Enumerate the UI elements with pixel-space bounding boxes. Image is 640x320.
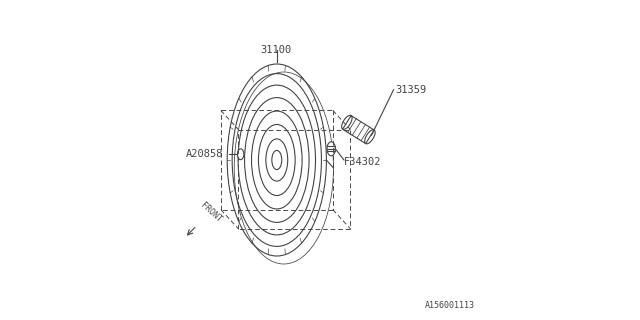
Text: F34302: F34302 bbox=[344, 157, 381, 167]
Ellipse shape bbox=[365, 130, 375, 144]
Polygon shape bbox=[342, 116, 374, 144]
Text: FRONT: FRONT bbox=[198, 201, 223, 224]
Ellipse shape bbox=[237, 149, 244, 160]
Ellipse shape bbox=[327, 142, 335, 156]
Text: A20858: A20858 bbox=[186, 149, 223, 159]
Ellipse shape bbox=[342, 115, 352, 130]
Text: 31359: 31359 bbox=[396, 84, 426, 95]
Ellipse shape bbox=[227, 64, 326, 256]
Text: 31100: 31100 bbox=[261, 44, 292, 55]
Text: A156001113: A156001113 bbox=[425, 301, 475, 310]
Ellipse shape bbox=[272, 150, 282, 170]
